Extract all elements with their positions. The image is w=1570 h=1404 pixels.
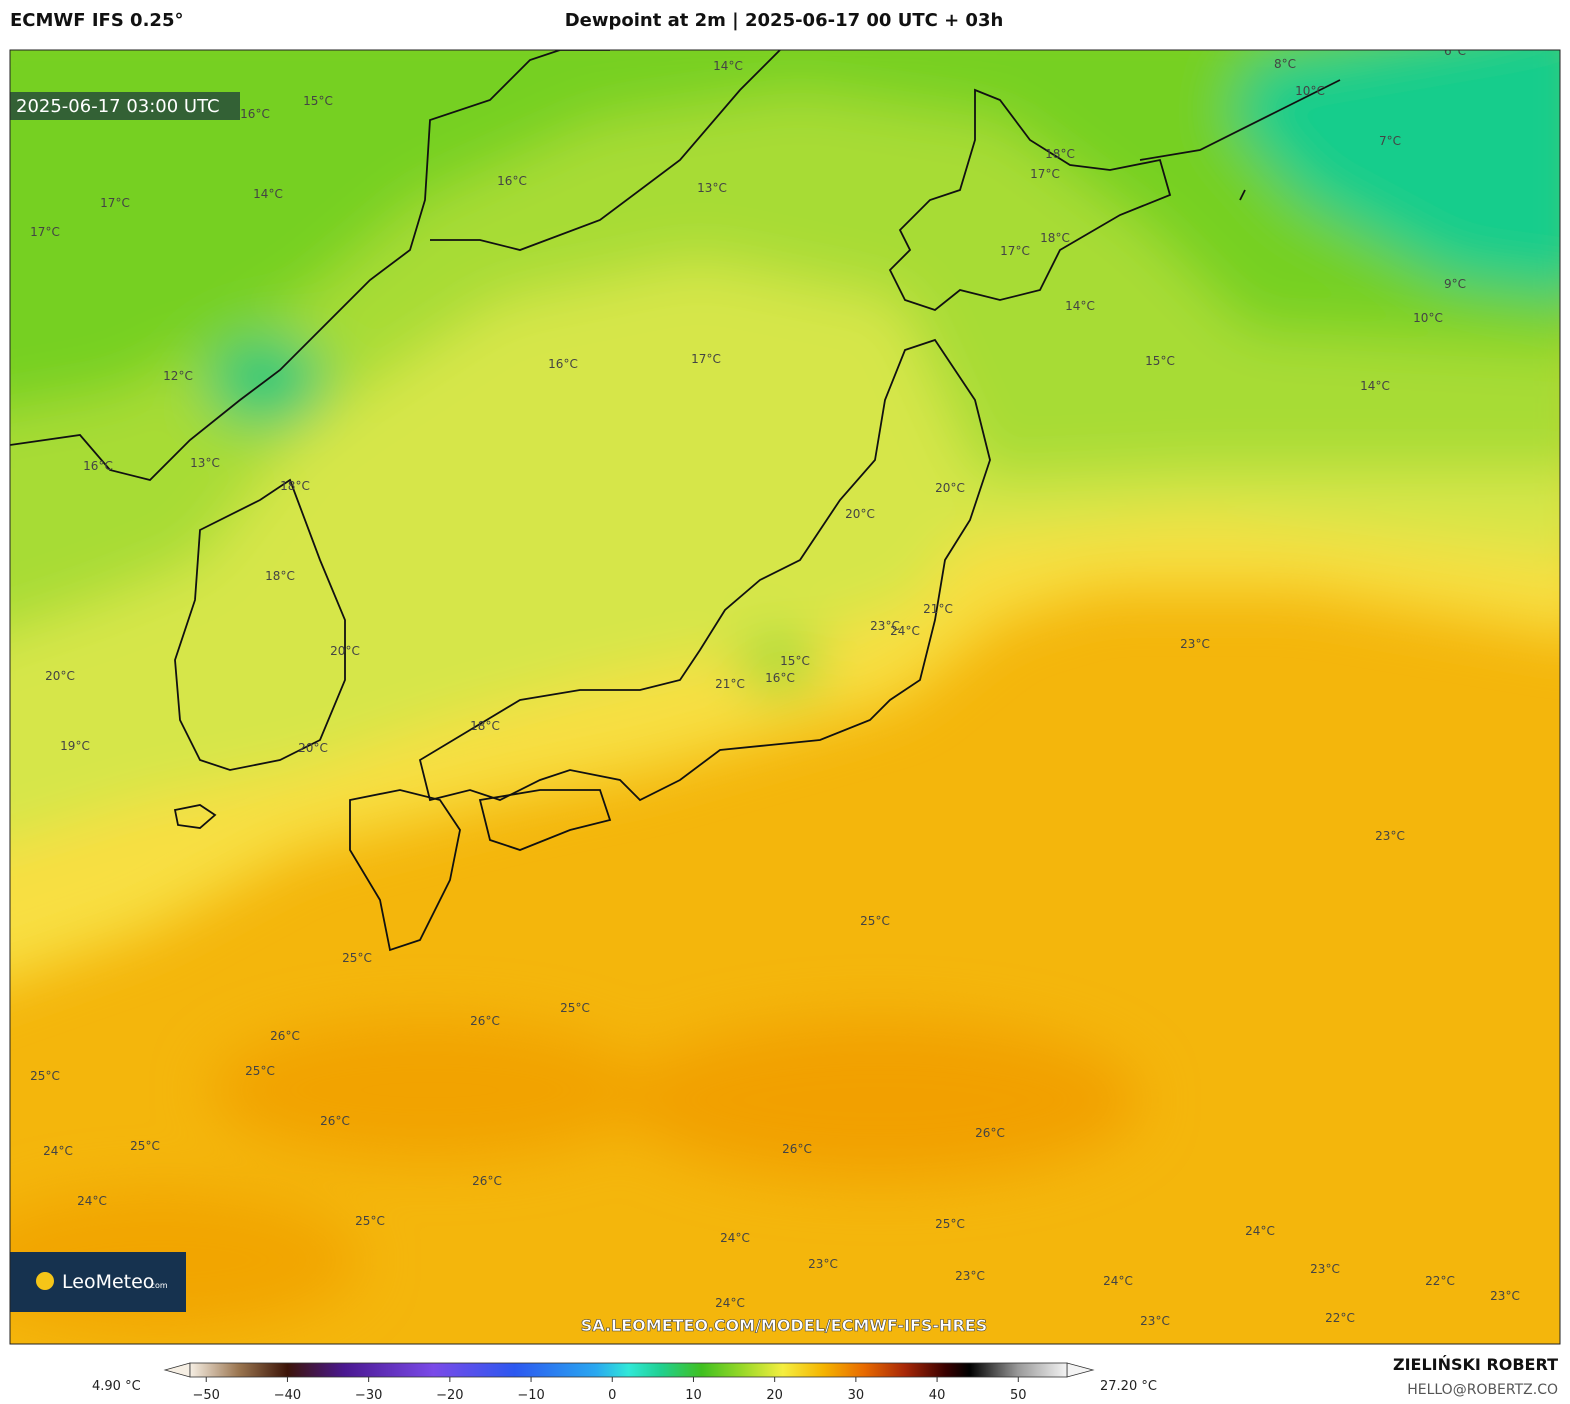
time-box — [10, 92, 240, 120]
contour-label: 24°C — [720, 1231, 750, 1245]
contour-label: 26°C — [320, 1114, 350, 1128]
contour-label: 23°C — [955, 1269, 985, 1283]
contour-label: 16°C — [83, 459, 113, 473]
contour-label: 18°C — [280, 479, 310, 493]
colorbar-tick-label: −40 — [274, 1388, 301, 1403]
contour-label: 23°C — [1140, 1314, 1170, 1328]
contour-label: 17°C — [1000, 244, 1030, 258]
contour-label: 10°C — [1413, 311, 1443, 325]
contour-label: 22°C — [1425, 1274, 1455, 1288]
contour-label: 6°C — [1444, 44, 1466, 58]
colorbar-tick-label: 20 — [766, 1388, 783, 1403]
contour-label: 13°C — [190, 456, 220, 470]
contour-label: 14°C — [1065, 299, 1095, 313]
colorbar-tick-label: −30 — [355, 1388, 382, 1403]
map-frame — [9, 49, 1561, 1345]
contour-label: 26°C — [782, 1142, 812, 1156]
contour-label: 25°C — [30, 1069, 60, 1083]
contour-label: 23°C — [808, 1257, 838, 1271]
contour-label: 23°C — [1180, 637, 1210, 651]
contour-label: 24°C — [1245, 1224, 1275, 1238]
contour-label: 15°C — [780, 654, 810, 668]
logo-suffix: .com — [148, 1281, 168, 1290]
map: 16°C 15°C 14°C 17°C 17°C 16°C 13°C 14°C 18°C 17°C… — [10, 44, 1560, 1344]
contour-label: 13°C — [697, 181, 727, 195]
contour-label: 17°C — [691, 352, 721, 366]
colorbar-min: 4.90 °C — [92, 1379, 141, 1394]
colorbar-tick-label: 40 — [929, 1388, 946, 1403]
contour-label: 24°C — [77, 1194, 107, 1208]
contour-label: 23°C — [1490, 1289, 1520, 1303]
contour-label: 24°C — [890, 624, 920, 638]
contour-label: 25°C — [860, 914, 890, 928]
contour-label: 25°C — [935, 1217, 965, 1231]
contour-label: 10°C — [1295, 84, 1325, 98]
contour-label: 18°C — [1045, 147, 1075, 161]
contour-label: 19°C — [60, 739, 90, 753]
contour-label: 25°C — [245, 1064, 275, 1078]
contour-label: 14°C — [1360, 379, 1390, 393]
valid-time: 2025-06-17 03:00 UTC — [16, 96, 220, 117]
contour-label: 15°C — [303, 94, 333, 108]
contour-label: 23°C — [1310, 1262, 1340, 1276]
colorbar-tick-label: 30 — [848, 1388, 865, 1403]
colorbar-tick-label: 0 — [608, 1388, 616, 1403]
contour-label: 22°C — [1325, 1311, 1355, 1325]
contour-label: 16°C — [497, 174, 527, 188]
contour-label: 7°C — [1379, 134, 1401, 148]
contour-label: 26°C — [472, 1174, 502, 1188]
contour-label: 16°C — [240, 107, 270, 121]
contour-label: 26°C — [270, 1029, 300, 1043]
contour-label: 18°C — [470, 719, 500, 733]
contour-label: 25°C — [342, 951, 372, 965]
colorbar: −50 −40 −30 −20 −10 0 10 20 30 40 50 — [163, 1362, 1095, 1403]
colorbar-tick-label: −10 — [517, 1388, 544, 1403]
contour-label: 18°C — [265, 569, 295, 583]
colorbar-max: 27.20 °C — [1100, 1379, 1157, 1394]
contour-label: 25°C — [560, 1001, 590, 1015]
credit-author: ZIELIŃSKI ROBERT — [1393, 1355, 1558, 1374]
contour-label: 20°C — [845, 507, 875, 521]
contour-label: 12°C — [163, 369, 193, 383]
contour-label: 20°C — [330, 644, 360, 658]
contour-labels: 16°C 15°C 14°C 17°C 17°C 16°C 13°C 14°C 18°C 17°C… — [30, 44, 1520, 1328]
contour-label: 17°C — [1030, 167, 1060, 181]
contour-label: 16°C — [765, 671, 795, 685]
contour-label: 14°C — [253, 187, 283, 201]
watermark: SA.LEOMETEO.COM/MODEL/ECMWF-IFS-HRES — [581, 1316, 987, 1335]
contour-label: 25°C — [355, 1214, 385, 1228]
contour-label: 24°C — [1103, 1274, 1133, 1288]
logo-sun — [36, 1272, 54, 1290]
contour-label: 17°C — [30, 225, 60, 239]
contour-label: 26°C — [470, 1014, 500, 1028]
contour-label: 23°C — [870, 619, 900, 633]
colorbar-tick-label: −50 — [193, 1388, 220, 1403]
contour-label: 24°C — [43, 1144, 73, 1158]
contour-label: 18°C — [1040, 231, 1070, 245]
contour-label: 9°C — [1444, 277, 1466, 291]
contour-label: 20°C — [298, 741, 328, 755]
contour-label: 8°C — [1274, 57, 1296, 71]
contour-label: 23°C — [1375, 829, 1405, 843]
contour-label: 14°C — [713, 59, 743, 73]
contour-label: 25°C — [130, 1139, 160, 1153]
contour-label: 15°C — [1145, 354, 1175, 368]
model-name: ECMWF IFS 0.25° — [10, 10, 183, 31]
contour-label: 20°C — [45, 669, 75, 683]
contour-label: 21°C — [923, 602, 953, 616]
contour-label: 24°C — [715, 1296, 745, 1310]
contour-label: 21°C — [715, 677, 745, 691]
contour-label: 26°C — [975, 1126, 1005, 1140]
colorbar-tick-label: 50 — [1010, 1388, 1027, 1403]
contour-label: 16°C — [548, 357, 578, 371]
colorbar-tick-label: −20 — [436, 1388, 463, 1403]
credit-email: HELLO@ROBERTZ.CO — [1407, 1382, 1558, 1398]
colorbar-tick-label: 10 — [685, 1388, 702, 1403]
map-title: Dewpoint at 2m | 2025-06-17 00 UTC + 03h — [565, 10, 1004, 31]
coastlines — [10, 50, 1341, 952]
contour-label: 20°C — [935, 481, 965, 495]
logo-name: LeoMeteo — [62, 1271, 154, 1293]
contour-label: 17°C — [100, 196, 130, 210]
